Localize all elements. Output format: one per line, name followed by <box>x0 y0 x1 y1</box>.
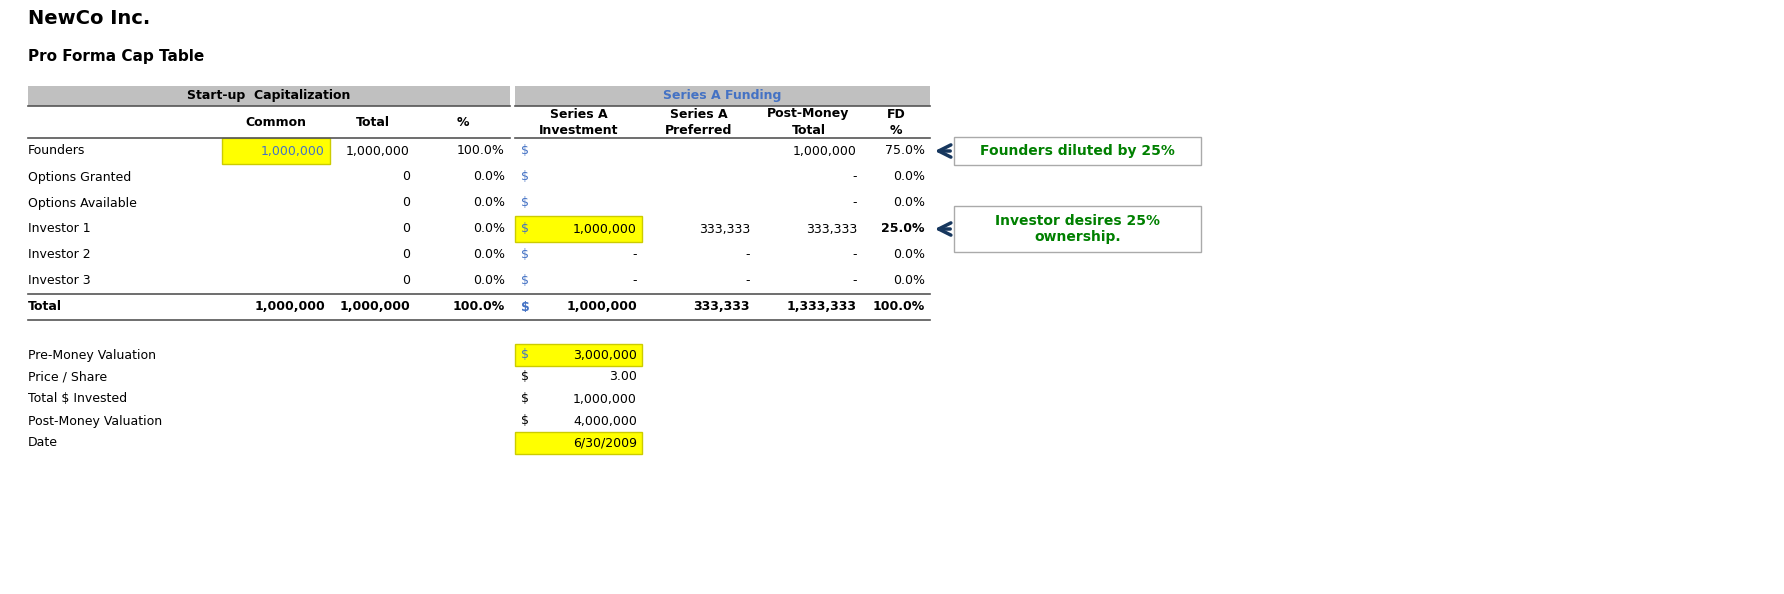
Bar <box>516 86 929 106</box>
Text: Post-Money Valuation: Post-Money Valuation <box>29 415 162 428</box>
Text: 25.0%: 25.0% <box>881 223 924 235</box>
Text: -: - <box>746 248 749 261</box>
Text: 100.0%: 100.0% <box>453 301 505 314</box>
Text: 0: 0 <box>401 197 410 210</box>
Text: $: $ <box>521 393 530 406</box>
Text: 0.0%: 0.0% <box>894 248 924 261</box>
Text: 3.00: 3.00 <box>608 371 637 384</box>
Text: Pre-Money Valuation: Pre-Money Valuation <box>29 349 155 362</box>
Text: 0.0%: 0.0% <box>473 248 505 261</box>
Text: 1,000,000: 1,000,000 <box>260 144 325 157</box>
Text: 333,333: 333,333 <box>694 301 749 314</box>
Text: $: $ <box>521 223 530 235</box>
Text: 1,000,000: 1,000,000 <box>573 223 637 235</box>
Text: 1,000,000: 1,000,000 <box>339 301 410 314</box>
Text: Options Available: Options Available <box>29 197 137 210</box>
Text: $: $ <box>521 274 530 287</box>
Text: 0.0%: 0.0% <box>473 223 505 235</box>
Text: -: - <box>746 274 749 287</box>
Text: Investor 1: Investor 1 <box>29 223 91 235</box>
Text: 0.0%: 0.0% <box>894 197 924 210</box>
Text: 0: 0 <box>401 170 410 184</box>
Text: 0: 0 <box>401 248 410 261</box>
Bar <box>516 344 642 366</box>
Text: 4,000,000: 4,000,000 <box>573 415 637 428</box>
Text: %: % <box>890 124 903 137</box>
Text: Founders diluted by 25%: Founders diluted by 25% <box>979 144 1176 158</box>
Text: Total $ Invested: Total $ Invested <box>29 393 127 406</box>
Text: Total: Total <box>29 301 62 314</box>
Text: Investor 2: Investor 2 <box>29 248 91 261</box>
Text: Series A: Series A <box>669 108 728 121</box>
Text: 0: 0 <box>401 274 410 287</box>
Text: $: $ <box>521 197 530 210</box>
Text: 0.0%: 0.0% <box>894 274 924 287</box>
Text: 333,333: 333,333 <box>806 223 856 235</box>
Text: Investment: Investment <box>539 124 619 137</box>
Text: $: $ <box>521 170 530 184</box>
Text: $: $ <box>521 349 530 362</box>
Text: 1,000,000: 1,000,000 <box>255 301 325 314</box>
Text: -: - <box>853 274 856 287</box>
FancyBboxPatch shape <box>954 206 1201 252</box>
Text: Founders: Founders <box>29 144 86 157</box>
Bar <box>221 138 330 164</box>
Text: 0.0%: 0.0% <box>473 197 505 210</box>
Text: -: - <box>633 248 637 261</box>
Text: Pro Forma Cap Table: Pro Forma Cap Table <box>29 49 203 65</box>
Text: Preferred: Preferred <box>665 124 731 137</box>
Text: Total: Total <box>792 124 826 137</box>
Text: Date: Date <box>29 437 59 450</box>
Text: 1,000,000: 1,000,000 <box>346 144 410 157</box>
Text: 0.0%: 0.0% <box>473 170 505 184</box>
Text: Investor desires 25%
ownership.: Investor desires 25% ownership. <box>995 214 1160 244</box>
Text: %: % <box>457 115 469 128</box>
Text: $: $ <box>521 144 530 157</box>
Text: 6/30/2009: 6/30/2009 <box>573 437 637 450</box>
Text: 0.0%: 0.0% <box>894 170 924 184</box>
Bar <box>29 86 510 106</box>
Text: 1,000,000: 1,000,000 <box>573 393 637 406</box>
Text: Series A: Series A <box>549 108 607 121</box>
Text: $: $ <box>521 371 530 384</box>
Text: FD: FD <box>887 108 904 121</box>
Text: 0.0%: 0.0% <box>473 274 505 287</box>
FancyBboxPatch shape <box>954 137 1201 165</box>
Text: Investor 3: Investor 3 <box>29 274 91 287</box>
Text: 1,000,000: 1,000,000 <box>566 301 637 314</box>
Text: $: $ <box>521 301 530 314</box>
Text: 333,333: 333,333 <box>699 223 749 235</box>
Text: NewCo Inc.: NewCo Inc. <box>29 8 150 27</box>
Text: Common: Common <box>246 115 307 128</box>
Text: 0: 0 <box>401 223 410 235</box>
Text: 1,333,333: 1,333,333 <box>787 301 856 314</box>
Text: Start-up  Capitalization: Start-up Capitalization <box>187 90 351 103</box>
Text: $: $ <box>521 415 530 428</box>
Text: Series A Funding: Series A Funding <box>664 90 781 103</box>
Text: -: - <box>853 197 856 210</box>
Text: -: - <box>853 248 856 261</box>
Text: 100.0%: 100.0% <box>457 144 505 157</box>
Text: 3,000,000: 3,000,000 <box>573 349 637 362</box>
Bar <box>516 432 642 454</box>
Text: Price / Share: Price / Share <box>29 371 107 384</box>
Text: 100.0%: 100.0% <box>872 301 924 314</box>
Text: Options Granted: Options Granted <box>29 170 132 184</box>
Text: 1,000,000: 1,000,000 <box>794 144 856 157</box>
Text: $: $ <box>521 248 530 261</box>
Text: -: - <box>853 170 856 184</box>
Text: 75.0%: 75.0% <box>885 144 924 157</box>
Text: -: - <box>633 274 637 287</box>
Bar <box>516 216 642 242</box>
Text: Total: Total <box>355 115 389 128</box>
Text: Post-Money: Post-Money <box>767 108 849 121</box>
